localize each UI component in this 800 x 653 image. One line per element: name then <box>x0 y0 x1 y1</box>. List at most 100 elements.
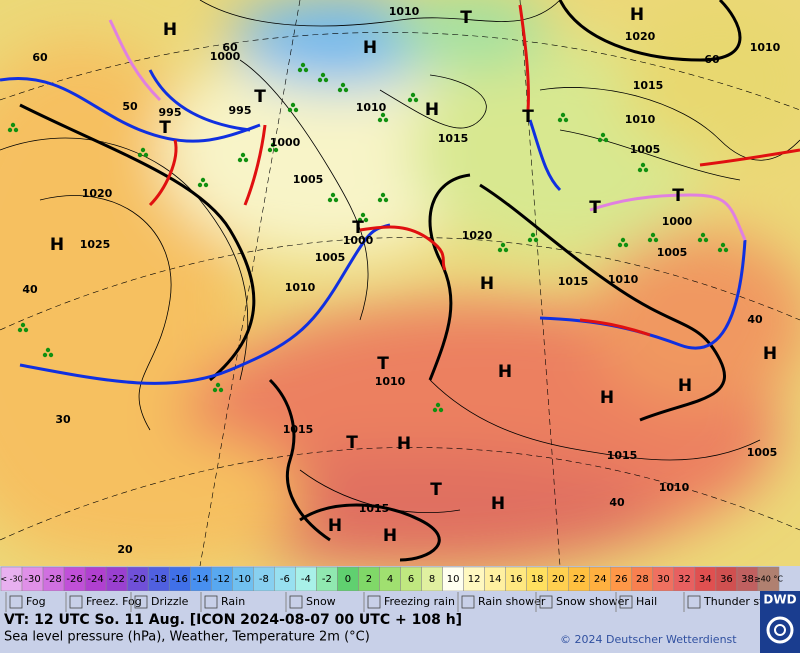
rain-symbol <box>377 117 383 123</box>
scale-label: 24 <box>594 574 607 585</box>
scale-label: 26 <box>615 574 628 585</box>
pressure-label: 40 <box>22 283 38 296</box>
pressure-label: 60 <box>222 41 238 54</box>
legend-icon <box>204 595 218 609</box>
scale-label: 0 <box>345 574 351 585</box>
rain-symbol <box>357 217 363 223</box>
rain-symbol <box>410 92 416 98</box>
legend-label: Hail <box>636 595 657 608</box>
legend-icon <box>619 595 633 609</box>
scale-label: -8 <box>259 574 269 585</box>
pressure-label: 20 <box>117 543 133 556</box>
pressure-system: H <box>397 434 411 454</box>
rain-symbol <box>290 102 296 108</box>
scale-label: 4 <box>387 574 393 585</box>
rain-symbol <box>287 107 293 113</box>
scale-label: -26 <box>66 574 82 585</box>
pressure-label: 1010 <box>750 41 781 54</box>
logo: DWD <box>763 593 796 607</box>
pressure-label: 30 <box>55 413 71 426</box>
scale-label: -24 <box>87 574 103 585</box>
rain-symbol <box>717 247 723 253</box>
pressure-label: 1000 <box>343 234 374 247</box>
description: Sea level pressure (hPa), Weather, Tempe… <box>4 630 370 645</box>
rain-symbol <box>560 112 566 118</box>
rain-symbol <box>340 82 346 88</box>
rain-symbol <box>13 127 19 133</box>
rain-symbol <box>620 237 626 243</box>
rain-symbol <box>597 137 603 143</box>
scale-label: 18 <box>531 574 544 585</box>
rain-symbol <box>293 107 299 113</box>
pressure-label: 1015 <box>607 449 638 462</box>
rain-symbol <box>383 197 389 203</box>
rain-symbol <box>300 62 306 68</box>
scale-label: -18 <box>151 574 167 585</box>
rain-symbol <box>218 387 224 393</box>
pressure-label: 1015 <box>558 275 589 288</box>
rain-symbol <box>413 97 419 103</box>
rain-symbol <box>267 147 273 153</box>
rain-symbol <box>723 247 729 253</box>
scale-label: 16 <box>510 574 523 585</box>
rain-symbol <box>643 167 649 173</box>
scale-label: 28 <box>636 574 649 585</box>
rain-symbol <box>333 197 339 203</box>
pressure-label: 1005 <box>293 173 324 186</box>
pressure-label: 1005 <box>657 246 688 259</box>
legend-label: Fog <box>26 595 46 608</box>
rain-symbol <box>703 237 709 243</box>
logo-emblem <box>766 616 794 644</box>
graticule <box>0 0 800 566</box>
scale-label: -12 <box>214 574 230 585</box>
pressure-system: T <box>672 186 684 206</box>
legend-icon <box>69 595 83 609</box>
scale-label: 12 <box>468 574 481 585</box>
legend-icon <box>367 595 381 609</box>
pressure-system: H <box>425 100 439 120</box>
weather-legend: Fog Freez. Fog Drizzle Rain Snow Freezing rai… <box>5 592 785 612</box>
pressure-label: 995 <box>159 106 182 119</box>
rain-symbol <box>533 237 539 243</box>
rain-symbol <box>237 157 243 163</box>
pressure-label: 1020 <box>625 30 656 43</box>
pressure-label: 1020 <box>82 187 113 200</box>
valid-time: VT: 12 UTC So. 11 Aug. [ICON 2024-08-07 … <box>4 612 462 628</box>
rain-symbol <box>647 237 653 243</box>
pressure-system: H <box>163 20 177 40</box>
troughs <box>19 0 742 562</box>
scale-label: ≥40 °C <box>754 575 783 584</box>
logo-emblem <box>774 624 786 636</box>
legend-icon <box>134 595 148 609</box>
scale-label: -14 <box>193 574 209 585</box>
rain-symbol <box>317 77 323 83</box>
rain-symbol <box>297 67 303 73</box>
legend-label: Snow <box>306 595 336 608</box>
pressure-label: 1010 <box>625 113 656 126</box>
rain-symbol <box>720 242 726 248</box>
rain-symbol <box>435 402 441 408</box>
isobars <box>0 0 800 513</box>
scale-label: -4 <box>301 574 311 585</box>
scale-label: < -30 <box>0 575 22 584</box>
rain-symbol <box>42 352 48 358</box>
rain-symbol <box>337 87 343 93</box>
scale-label: 36 <box>720 574 733 585</box>
rain-symbol <box>7 127 13 133</box>
rain-symbol <box>320 72 326 78</box>
legend-icon <box>687 595 701 609</box>
rain-symbol <box>17 327 23 333</box>
pressure-system: H <box>498 362 512 382</box>
pressure-label: 1005 <box>630 143 661 156</box>
pressure-system: T <box>522 107 534 127</box>
pressure-system: T <box>254 87 266 107</box>
rain-symbol <box>140 147 146 153</box>
legend-label: Snow shower <box>556 595 629 608</box>
pressure-system: H <box>678 376 692 396</box>
pressure-label: 1005 <box>315 251 346 264</box>
scale-label: 8 <box>429 574 435 585</box>
pressure-label: 1000 <box>210 50 241 63</box>
rain-symbol <box>527 237 533 243</box>
scale-label: -2 <box>322 574 332 585</box>
pressure-label: 1025 <box>80 238 111 251</box>
